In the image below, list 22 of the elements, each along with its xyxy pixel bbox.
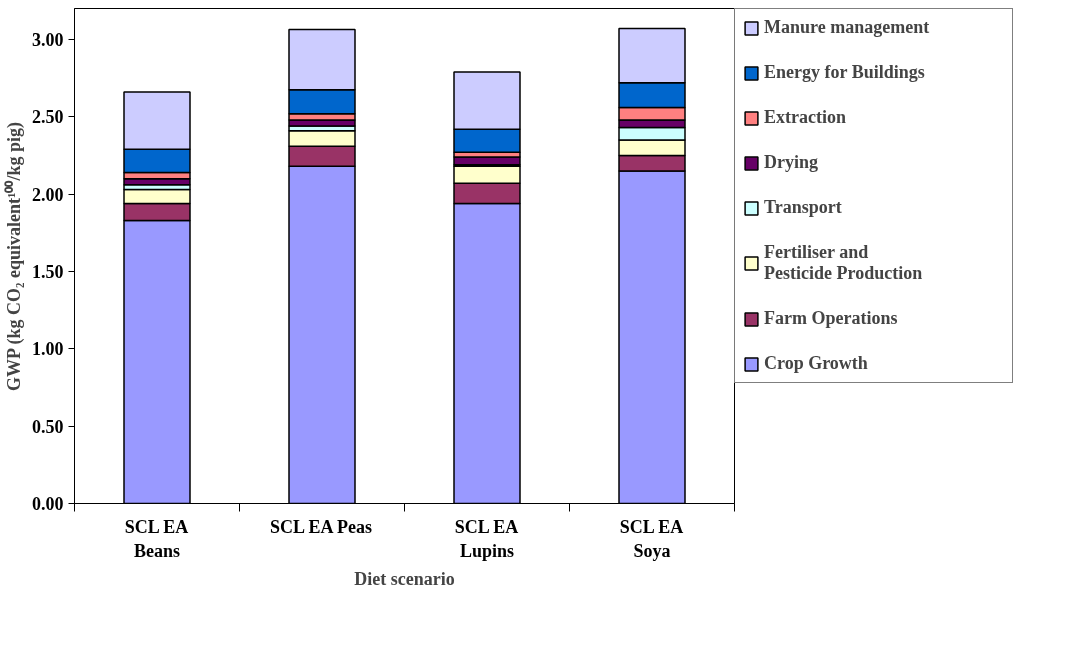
legend-label: Transport xyxy=(764,197,843,218)
bar xyxy=(123,177,191,186)
x-axis-title: Diet scenario xyxy=(354,568,455,589)
legend-label: Drying xyxy=(764,152,819,173)
y-tick-label: 2.00 xyxy=(32,184,64,205)
legend-label: Energy for Buildings xyxy=(764,62,926,83)
y-tick-label: 0.00 xyxy=(32,494,64,514)
x-tick-label: SCL EA Beans xyxy=(124,516,189,561)
legend-label: Fertiliser and Pesticide Production xyxy=(764,242,924,284)
legend-label: Extraction xyxy=(764,107,847,128)
x-tick-label: SCL EA Soya xyxy=(619,516,684,561)
y-axis-title: GWP (kg CO₂ equivalent¹⁰⁰/kg pig) xyxy=(4,122,25,391)
x-tick-label: SCL EA Peas xyxy=(270,516,373,537)
y-tick-label: 2.50 xyxy=(32,107,64,128)
legend-label: Farm Operations xyxy=(764,308,899,329)
y-tick-label: 1.00 xyxy=(32,339,64,360)
legend-label: Crop Growth xyxy=(764,353,869,374)
y-tick-label: 1.50 xyxy=(32,261,64,282)
legend-label: Manure management xyxy=(764,17,931,38)
y-tick-label: 0.50 xyxy=(32,416,64,437)
x-tick-label: SCL EA Lupins xyxy=(454,516,519,561)
y-tick-label: 3.00 xyxy=(32,29,64,50)
